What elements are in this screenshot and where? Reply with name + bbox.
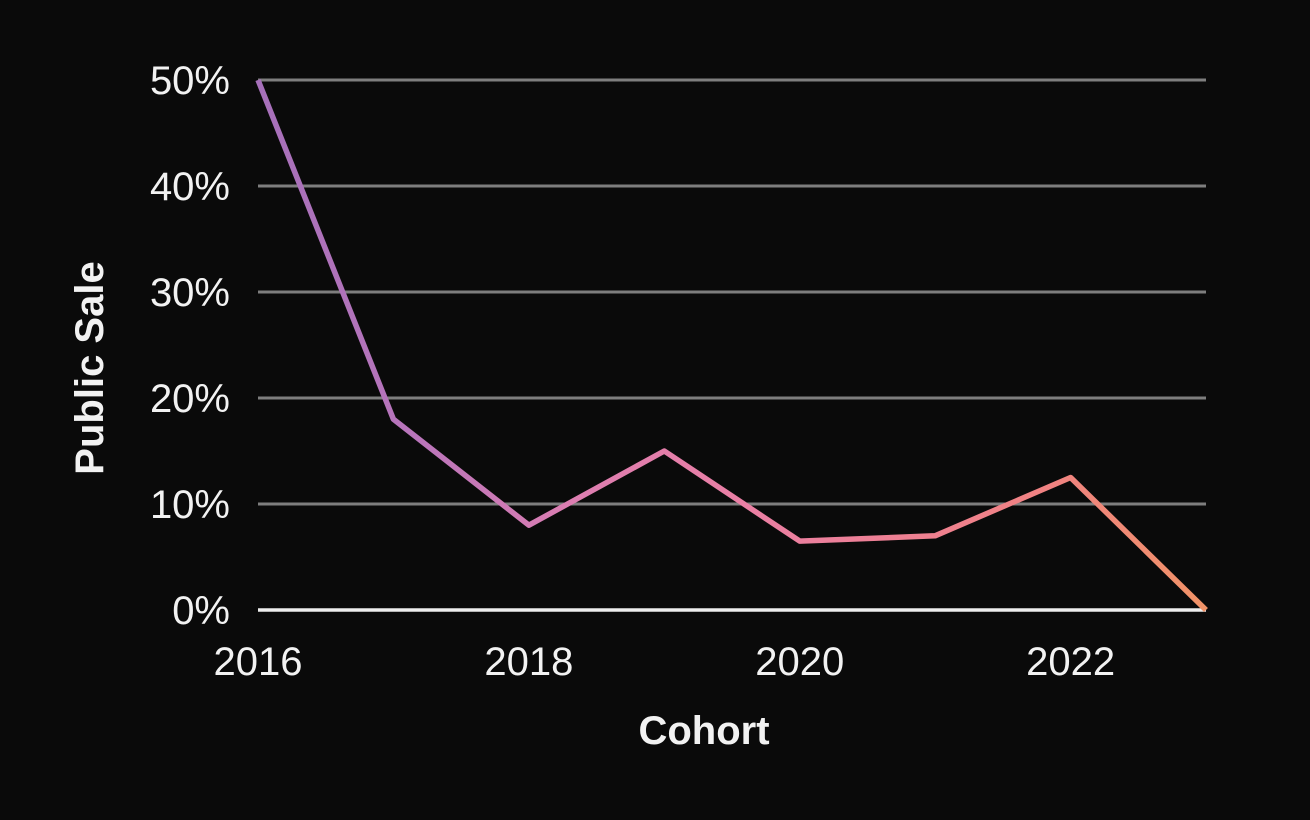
x-tick-label-2018: 2018 <box>484 640 573 684</box>
y-tick-label-50: 50% <box>150 59 230 103</box>
y-tick-label-10: 10% <box>150 483 230 527</box>
x-axis-title: Cohort <box>638 709 769 753</box>
y-tick-label-30: 30% <box>150 271 230 315</box>
x-tick-label-2016: 2016 <box>214 640 303 684</box>
y-tick-label-0: 0% <box>172 589 230 633</box>
gridlines-group <box>258 78 1206 612</box>
y-tick-label-40: 40% <box>150 165 230 209</box>
public-sale-trend-line <box>255 78 1208 612</box>
x-axis-tick-labels: 2016 2018 2020 2022 <box>214 640 1116 684</box>
x-tick-label-2020: 2020 <box>755 640 844 684</box>
y-axis-title: Public Sale <box>68 261 112 474</box>
x-tick-label-2022: 2022 <box>1026 640 1115 684</box>
y-tick-label-20: 20% <box>150 377 230 421</box>
y-axis-tick-labels: 0% 10% 20% 30% 40% 50% <box>150 59 230 633</box>
